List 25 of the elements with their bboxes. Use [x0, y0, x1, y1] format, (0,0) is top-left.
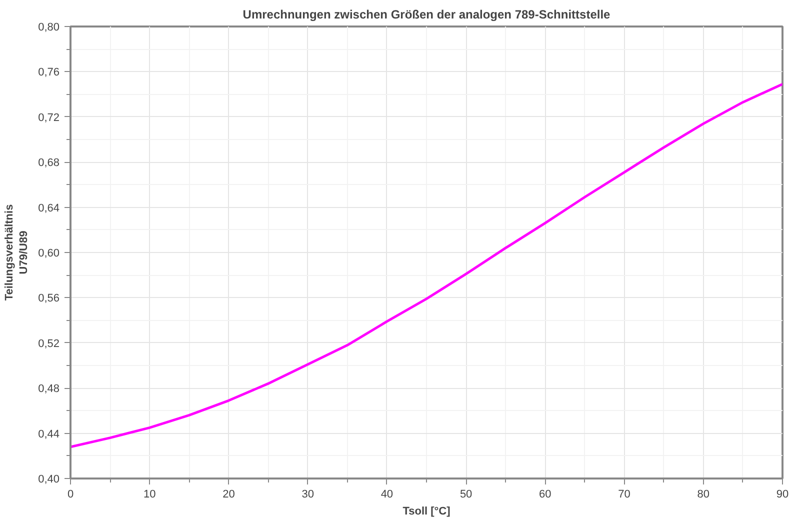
y-tick-label: 0,56	[38, 292, 60, 305]
x-tick-label: 30	[302, 488, 314, 500]
x-tick-label: 70	[618, 488, 630, 500]
y-tick-label: 0,72	[38, 112, 60, 124]
x-axis-title: Tsoll [°C]	[402, 506, 451, 518]
y-tick-label: 0,80	[38, 22, 60, 34]
y-tick-label: 0,60	[38, 248, 60, 260]
y-tick-label: 0,76	[38, 66, 60, 79]
x-tick-label: 20	[222, 488, 235, 500]
y-tick-label: 0,44	[38, 428, 60, 440]
y-axis-title: Teilungsverhältnis U79/U89	[4, 204, 30, 301]
x-tick-label: 10	[143, 488, 156, 500]
x-tick-label: 90	[776, 488, 789, 500]
y-tick-label: 0,64	[38, 202, 60, 214]
x-tick-label: 60	[539, 488, 552, 500]
line-series	[70, 82, 782, 448]
x-tick-label: 40	[380, 488, 394, 500]
x-tick-label: 0	[67, 488, 74, 500]
y-tick-label: 0,52	[38, 338, 60, 350]
y-tick-label: 0,48	[38, 383, 60, 396]
x-tick-label: 50	[460, 488, 472, 500]
y-tick-label: 0,68	[38, 157, 60, 170]
chart-title: Umrechnungen zwischen Größen der analogen 789-Schnittstelle	[242, 8, 611, 22]
y-tick-label: 0,40	[38, 474, 60, 486]
x-tick-label: 80	[697, 488, 710, 500]
